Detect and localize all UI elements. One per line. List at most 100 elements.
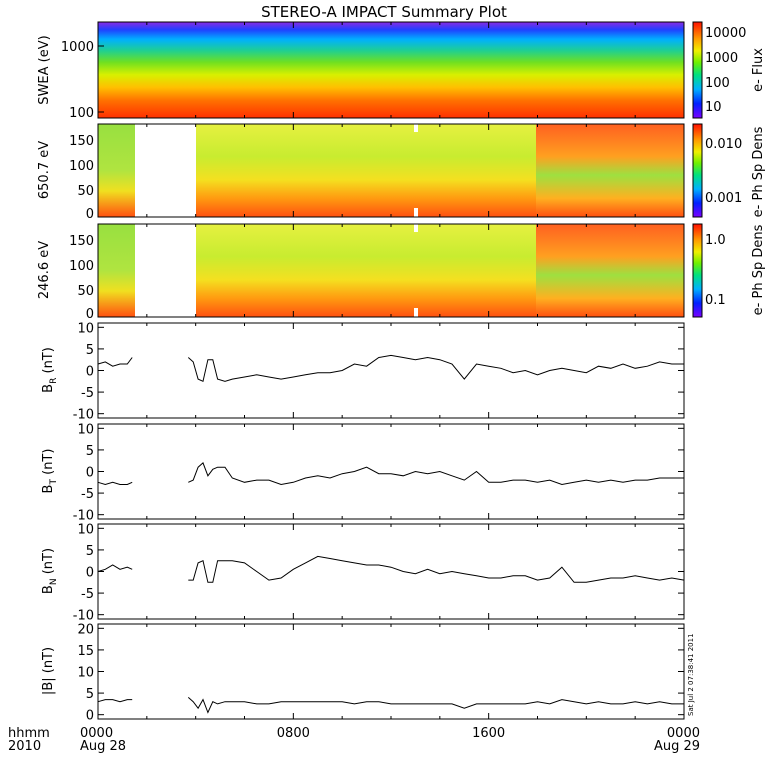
pad650-cbar-tick: 0.001 — [705, 191, 742, 206]
pad650-spectrogram-b — [196, 124, 536, 217]
pad246-spectrogram-b — [196, 224, 536, 317]
bn-series-line-1 — [97, 564, 133, 572]
pad246-spectrogram-a — [98, 224, 135, 317]
x-tick-date: Aug 29 — [654, 739, 700, 754]
swea-cbar-tick: 100 — [705, 76, 730, 91]
pad650-cbar-label: e- Ph Sp Dens — [751, 126, 766, 217]
bn-ylabel: BN (nT) — [41, 548, 59, 594]
year-label: 2010 — [8, 739, 41, 754]
bn-series — [97, 555, 685, 583]
bt-panel: BT (nT) -10 -5 0 5 10 — [41, 422, 685, 524]
x-tick-label: 1600 — [472, 726, 505, 741]
pad650-panel: 650.7 eV 150 100 50 0 0.010 0.001 e- Ph … — [37, 123, 766, 222]
bt-ticks: -10 -5 0 5 10 — [73, 422, 684, 524]
bmag-frame — [97, 623, 685, 720]
swea-cbar-label: e- Flux — [751, 48, 766, 92]
timestamp: Sat Jul 2 07:38:41 2011 — [687, 633, 695, 716]
bmag-ytick-label: 0 — [86, 709, 94, 724]
pad246-gap-marker — [414, 308, 418, 317]
bn-ytick-label: 0 — [86, 566, 94, 581]
swea-cbar-tick: 10000 — [705, 26, 746, 41]
swea-cbar-tick: 1000 — [705, 51, 738, 66]
bmag-series — [97, 697, 684, 714]
br-series-line-2 — [187, 354, 684, 383]
br-panel: BR (nT) -10 -5 0 5 10 — [41, 321, 685, 423]
x-tick-date: Aug 28 — [80, 739, 126, 754]
x-tick-label: 0800 — [277, 726, 310, 741]
br-ylabel-sub: R — [49, 378, 59, 384]
pad650-spectrogram-a — [98, 124, 135, 217]
bn-panel: BN (nT) -10 -5 0 5 10 — [41, 522, 685, 624]
br-ytick-label: 10 — [77, 321, 94, 336]
bt-ytick-label: -10 — [73, 509, 94, 524]
bt-ylabel: BT (nT) — [41, 449, 59, 494]
bmag-ticks: 0 5 10 15 20 — [77, 622, 684, 724]
pad246-tick: 50 — [77, 284, 94, 299]
br-ylabel: BR (nT) — [41, 347, 59, 393]
pad246-tick: 0 — [86, 307, 94, 322]
br-ticks: -10 -5 0 5 10 — [73, 321, 684, 423]
bmag-ytick-label: 5 — [86, 687, 94, 702]
bn-ytick-label: 10 — [77, 522, 94, 537]
swea-colorbar — [692, 21, 703, 119]
bmag-ylabel: |B| (nT) — [41, 647, 56, 695]
bt-ylabel-sub: T — [49, 479, 59, 486]
pad650-tick: 100 — [69, 159, 94, 174]
bn-ytick-label: -10 — [73, 609, 94, 624]
bt-ytick-label: 10 — [77, 422, 94, 437]
bmag-panel: |B| (nT) 0 5 10 15 20 Sat Jul 2 07:38:41 201… — [41, 622, 695, 723]
bn-frame — [97, 523, 685, 620]
bt-ytick-label: 0 — [86, 466, 94, 481]
bt-ylabel-unit: (nT) — [41, 449, 56, 479]
pad650-tick: 50 — [77, 184, 94, 199]
pad650-ylabel: 650.7 eV — [37, 141, 52, 199]
br-ytick-label: -10 — [73, 408, 94, 423]
br-ytick-label: 0 — [86, 365, 94, 380]
bt-ytick-label: -5 — [81, 487, 94, 502]
swea-tick-1000: 1000 — [61, 40, 94, 55]
pad650-gap-marker — [414, 124, 418, 132]
bn-ytick-label: -5 — [81, 587, 94, 602]
br-ylabel-unit: (nT) — [41, 347, 56, 377]
pad246-gap-marker — [414, 224, 418, 232]
swea-ylabel: SWEA (eV) — [37, 35, 52, 104]
bt-ylabel-main: B — [41, 485, 56, 494]
bt-series-line-2 — [188, 462, 684, 486]
plot-title: STEREO-A IMPACT Summary Plot — [261, 3, 507, 21]
bmag-ytick-label: 15 — [77, 644, 94, 659]
br-ytick-label: -5 — [81, 386, 94, 401]
x-tick-label: 0000 — [80, 726, 113, 741]
pad246-cbar-tick: 1.0 — [705, 233, 726, 248]
bn-ylabel-sub: N — [49, 578, 59, 585]
bn-ylabel-unit: (nT) — [41, 548, 56, 578]
bmag-ytick-label: 10 — [77, 666, 94, 681]
pad650-tick: 0 — [86, 207, 94, 222]
pad246-cbar-tick: 0.1 — [705, 293, 726, 308]
br-series-line-1 — [97, 357, 133, 367]
bt-series-line-1 — [97, 481, 133, 486]
bn-ylabel-main: B — [41, 585, 56, 594]
pad246-colorbar — [692, 223, 703, 318]
pad246-ylabel: 246.6 eV — [37, 241, 52, 299]
bn-ytick-label: 5 — [86, 544, 94, 559]
pad246-tick: 150 — [69, 234, 94, 249]
br-ylabel-main: B — [41, 384, 56, 393]
bmag-series-line-2 — [187, 697, 684, 714]
pad246-cbar-label: e- Ph Sp Dens — [751, 224, 766, 315]
pad650-spectrogram-c — [536, 124, 684, 217]
swea-panel: SWEA (eV) 1000 100 10000 1000 100 10 e- … — [37, 21, 766, 121]
bmag-ytick-label: 20 — [77, 622, 94, 637]
bn-ticks: -10 -5 0 5 10 — [73, 522, 684, 624]
pad246-spectrogram-c — [536, 224, 684, 317]
bt-ytick-label: 5 — [86, 444, 94, 459]
x-tick-label: 0000 — [667, 726, 700, 741]
swea-cbar-tick: 10 — [705, 100, 722, 115]
pad650-cbar-tick: 0.010 — [705, 137, 742, 152]
hhmm-label: hhmm — [8, 726, 50, 741]
swea-spectrogram — [98, 22, 684, 118]
pad650-tick: 150 — [69, 134, 94, 149]
pad246-panel: 246.6 eV 150 100 50 0 1.0 0.1 e- Ph Sp D… — [37, 223, 766, 322]
bt-frame — [97, 423, 685, 520]
